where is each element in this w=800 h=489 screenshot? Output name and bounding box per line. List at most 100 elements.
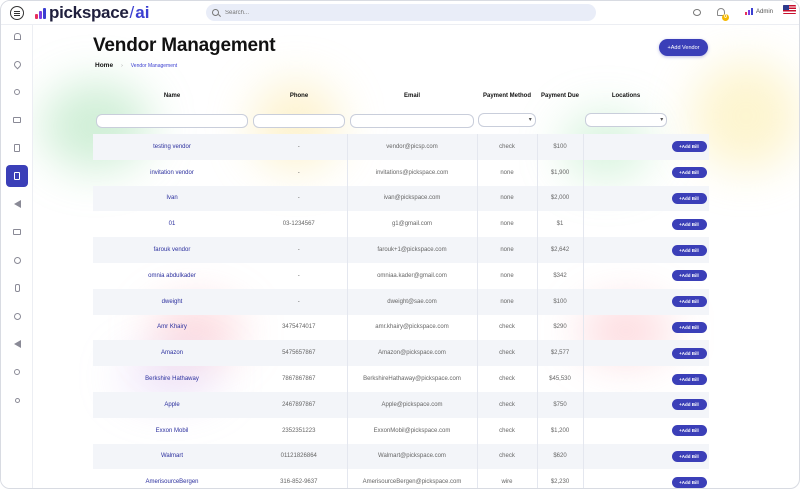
sidebar-item-access[interactable] — [6, 389, 28, 411]
add-bill-button[interactable]: +Add Bill — [671, 296, 707, 308]
table-row[interactable]: Amazon 5475657867 Amazon@pickspace.com chec… — [93, 340, 709, 367]
sidebar — [1, 25, 33, 488]
table-row[interactable]: Ivan - ivan@pickspace.com none $2,000 +Add Bi… — [93, 185, 709, 212]
vendor-name-cell[interactable]: AmerisourceBergen — [145, 479, 199, 486]
vendor-email-cell: vendor@picsp.com — [346, 134, 477, 160]
add-bill-button[interactable]: +Add Bill — [671, 347, 707, 359]
vendor-locations-cell — [582, 237, 669, 263]
add-bill-button[interactable]: +Add Bill — [671, 450, 707, 462]
search-input[interactable] — [225, 9, 575, 16]
filter-row — [93, 107, 709, 134]
sidebar-item-settings[interactable] — [6, 249, 28, 271]
vendor-name-cell[interactable]: Walmart — [93, 443, 251, 470]
column-header-name[interactable]: Name — [163, 93, 181, 99]
vendor-name-cell[interactable]: Amazon — [93, 340, 251, 367]
column-header-email[interactable]: Email — [403, 93, 420, 99]
vendor-payment-method-cell: check — [476, 443, 537, 470]
language-flag-icon[interactable] — [783, 5, 796, 14]
users-icon — [14, 369, 20, 375]
breadcrumb-current: Vendor Management — [130, 62, 178, 69]
sidebar-item-calls[interactable] — [6, 277, 28, 299]
hamburger-menu-icon[interactable] — [10, 6, 24, 20]
add-bill-button[interactable]: +Add Bill — [671, 399, 707, 411]
vendor-name-cell[interactable]: dweight — [93, 288, 251, 315]
breadcrumb-separator: › — [121, 62, 123, 69]
column-header-payment-method[interactable]: Payment Method — [482, 93, 531, 99]
phone-filter-input[interactable] — [252, 113, 346, 128]
table-row[interactable]: dweight - dweight@sae.com none $100 +Add Bill — [93, 288, 709, 315]
breadcrumb: Home › Vendor Management — [95, 62, 177, 69]
table-row[interactable]: Berkshire Hathaway 7867867867 BerkshireHat… — [93, 366, 709, 392]
add-bill-button[interactable]: +Add Bill — [671, 192, 707, 204]
name-filter-input[interactable] — [96, 113, 248, 128]
column-header-payment-due[interactable]: Payment Due — [540, 93, 579, 99]
vendor-actions-cell: +Add Bill — [669, 315, 709, 341]
add-bill-button[interactable]: +Add Bill — [671, 476, 707, 488]
add-bill-button[interactable]: +Add Bill — [671, 244, 707, 256]
table-row[interactable]: AmerisourceBergen 316-852-9637 Amerisource… — [93, 469, 709, 488]
vendor-locations-cell — [582, 288, 669, 315]
add-bill-button[interactable]: +Add Bill — [671, 373, 707, 385]
vendor-phone-cell: 01121826864 — [251, 443, 347, 470]
table-row[interactable]: farouk vendor - farouk+1@pickspace.com none… — [93, 237, 709, 263]
table-header-row: Name Phone Email Payment Method Payment … — [93, 85, 709, 107]
vendor-name-cell[interactable]: 01 — [168, 221, 176, 228]
user-menu[interactable]: Admin — [745, 8, 773, 15]
table-row[interactable]: Exxon Mobil 2352351223 ExxonMobil@pickspac… — [93, 417, 709, 444]
search-bar[interactable] — [206, 4, 596, 21]
sidebar-item-billing[interactable] — [6, 221, 28, 243]
add-bill-button[interactable]: +Add Bill — [671, 167, 707, 179]
vendor-name-cell[interactable]: Berkshire Hathaway — [145, 376, 199, 383]
table-row[interactable]: invitation vendor - invitations@pickspace.… — [93, 159, 709, 186]
table-row[interactable]: testing vendor - vendor@picsp.com check $100… — [93, 134, 709, 160]
add-bill-button[interactable]: +Add Bill — [671, 218, 707, 230]
vendor-name-cell[interactable]: Ivan — [93, 185, 251, 212]
vendor-payment-method-cell: check — [476, 366, 537, 392]
top-bar: pickspace / ai 0 Admin — [1, 1, 799, 25]
column-header-phone[interactable]: Phone — [289, 93, 309, 99]
vendor-actions-cell: +Add Bill — [669, 288, 709, 315]
sidebar-item-members[interactable] — [6, 361, 28, 383]
breadcrumb-home[interactable]: Home — [95, 62, 114, 69]
sidebar-item-layout[interactable] — [6, 109, 28, 131]
vendor-payment-due-cell: $2,577 — [536, 340, 583, 367]
locations-filter-select[interactable] — [584, 112, 668, 127]
vendor-payment-method-cell: check — [476, 134, 537, 160]
sidebar-item-documents[interactable] — [6, 137, 28, 159]
sidebar-item-vendors[interactable] — [6, 165, 28, 187]
vendor-name-cell[interactable]: omnia abdulkader — [148, 272, 196, 279]
notifications-button[interactable]: 0 — [717, 7, 729, 21]
add-bill-button[interactable]: +Add Bill — [671, 141, 707, 153]
sidebar-item-locations[interactable] — [6, 53, 28, 75]
table-row[interactable]: omnia abdulkader - omniaa.kader@gmail.com n… — [93, 262, 709, 289]
sidebar-item-users[interactable] — [6, 81, 28, 103]
add-bill-button[interactable]: +Add Bill — [671, 321, 707, 333]
add-bill-button[interactable]: +Add Bill — [671, 425, 707, 437]
add-vendor-button[interactable]: +Add Vendor — [659, 39, 708, 56]
payment-method-filter-select[interactable] — [478, 112, 536, 127]
vendor-name-cell[interactable]: Exxon Mobil — [155, 427, 189, 434]
sidebar-item-announcements[interactable] — [6, 333, 28, 355]
add-bill-button[interactable]: +Add Bill — [671, 270, 707, 282]
chat-icon[interactable] — [693, 9, 701, 16]
app-logo[interactable]: pickspace / ai — [35, 3, 149, 23]
table-row[interactable]: Apple 2467897867 Apple@pickspace.com check $… — [93, 391, 709, 418]
vendor-phone-cell: 5475657867 — [251, 340, 347, 367]
vendor-name-cell[interactable]: testing vendor — [93, 134, 251, 160]
vendor-name-cell[interactable]: farouk vendor — [93, 237, 251, 263]
column-header-locations[interactable]: Locations — [611, 93, 641, 99]
vendor-name-cell[interactable]: invitation vendor — [150, 169, 194, 176]
vendor-phone-cell: - — [297, 272, 300, 279]
vendor-name-cell[interactable]: Amr Khairy — [157, 324, 187, 331]
sidebar-item-schedule[interactable] — [6, 305, 28, 327]
sidebar-item-send[interactable] — [6, 193, 28, 215]
email-filter-input[interactable] — [349, 113, 475, 128]
table-row[interactable]: Walmart 01121826864 Walmart@pickspace.com c… — [93, 443, 709, 470]
vendor-name-cell[interactable]: Apple — [93, 391, 251, 418]
sidebar-item-home[interactable] — [6, 25, 28, 47]
table-row[interactable]: 01 03-1234567 g1@gmail.com none $1 +Add Bill — [93, 211, 709, 238]
settings-circle-icon — [13, 256, 21, 264]
table-row[interactable]: Amr Khairy 3475474017 amr.khairy@pickspace… — [93, 314, 709, 341]
vendor-locations-cell — [582, 417, 669, 444]
